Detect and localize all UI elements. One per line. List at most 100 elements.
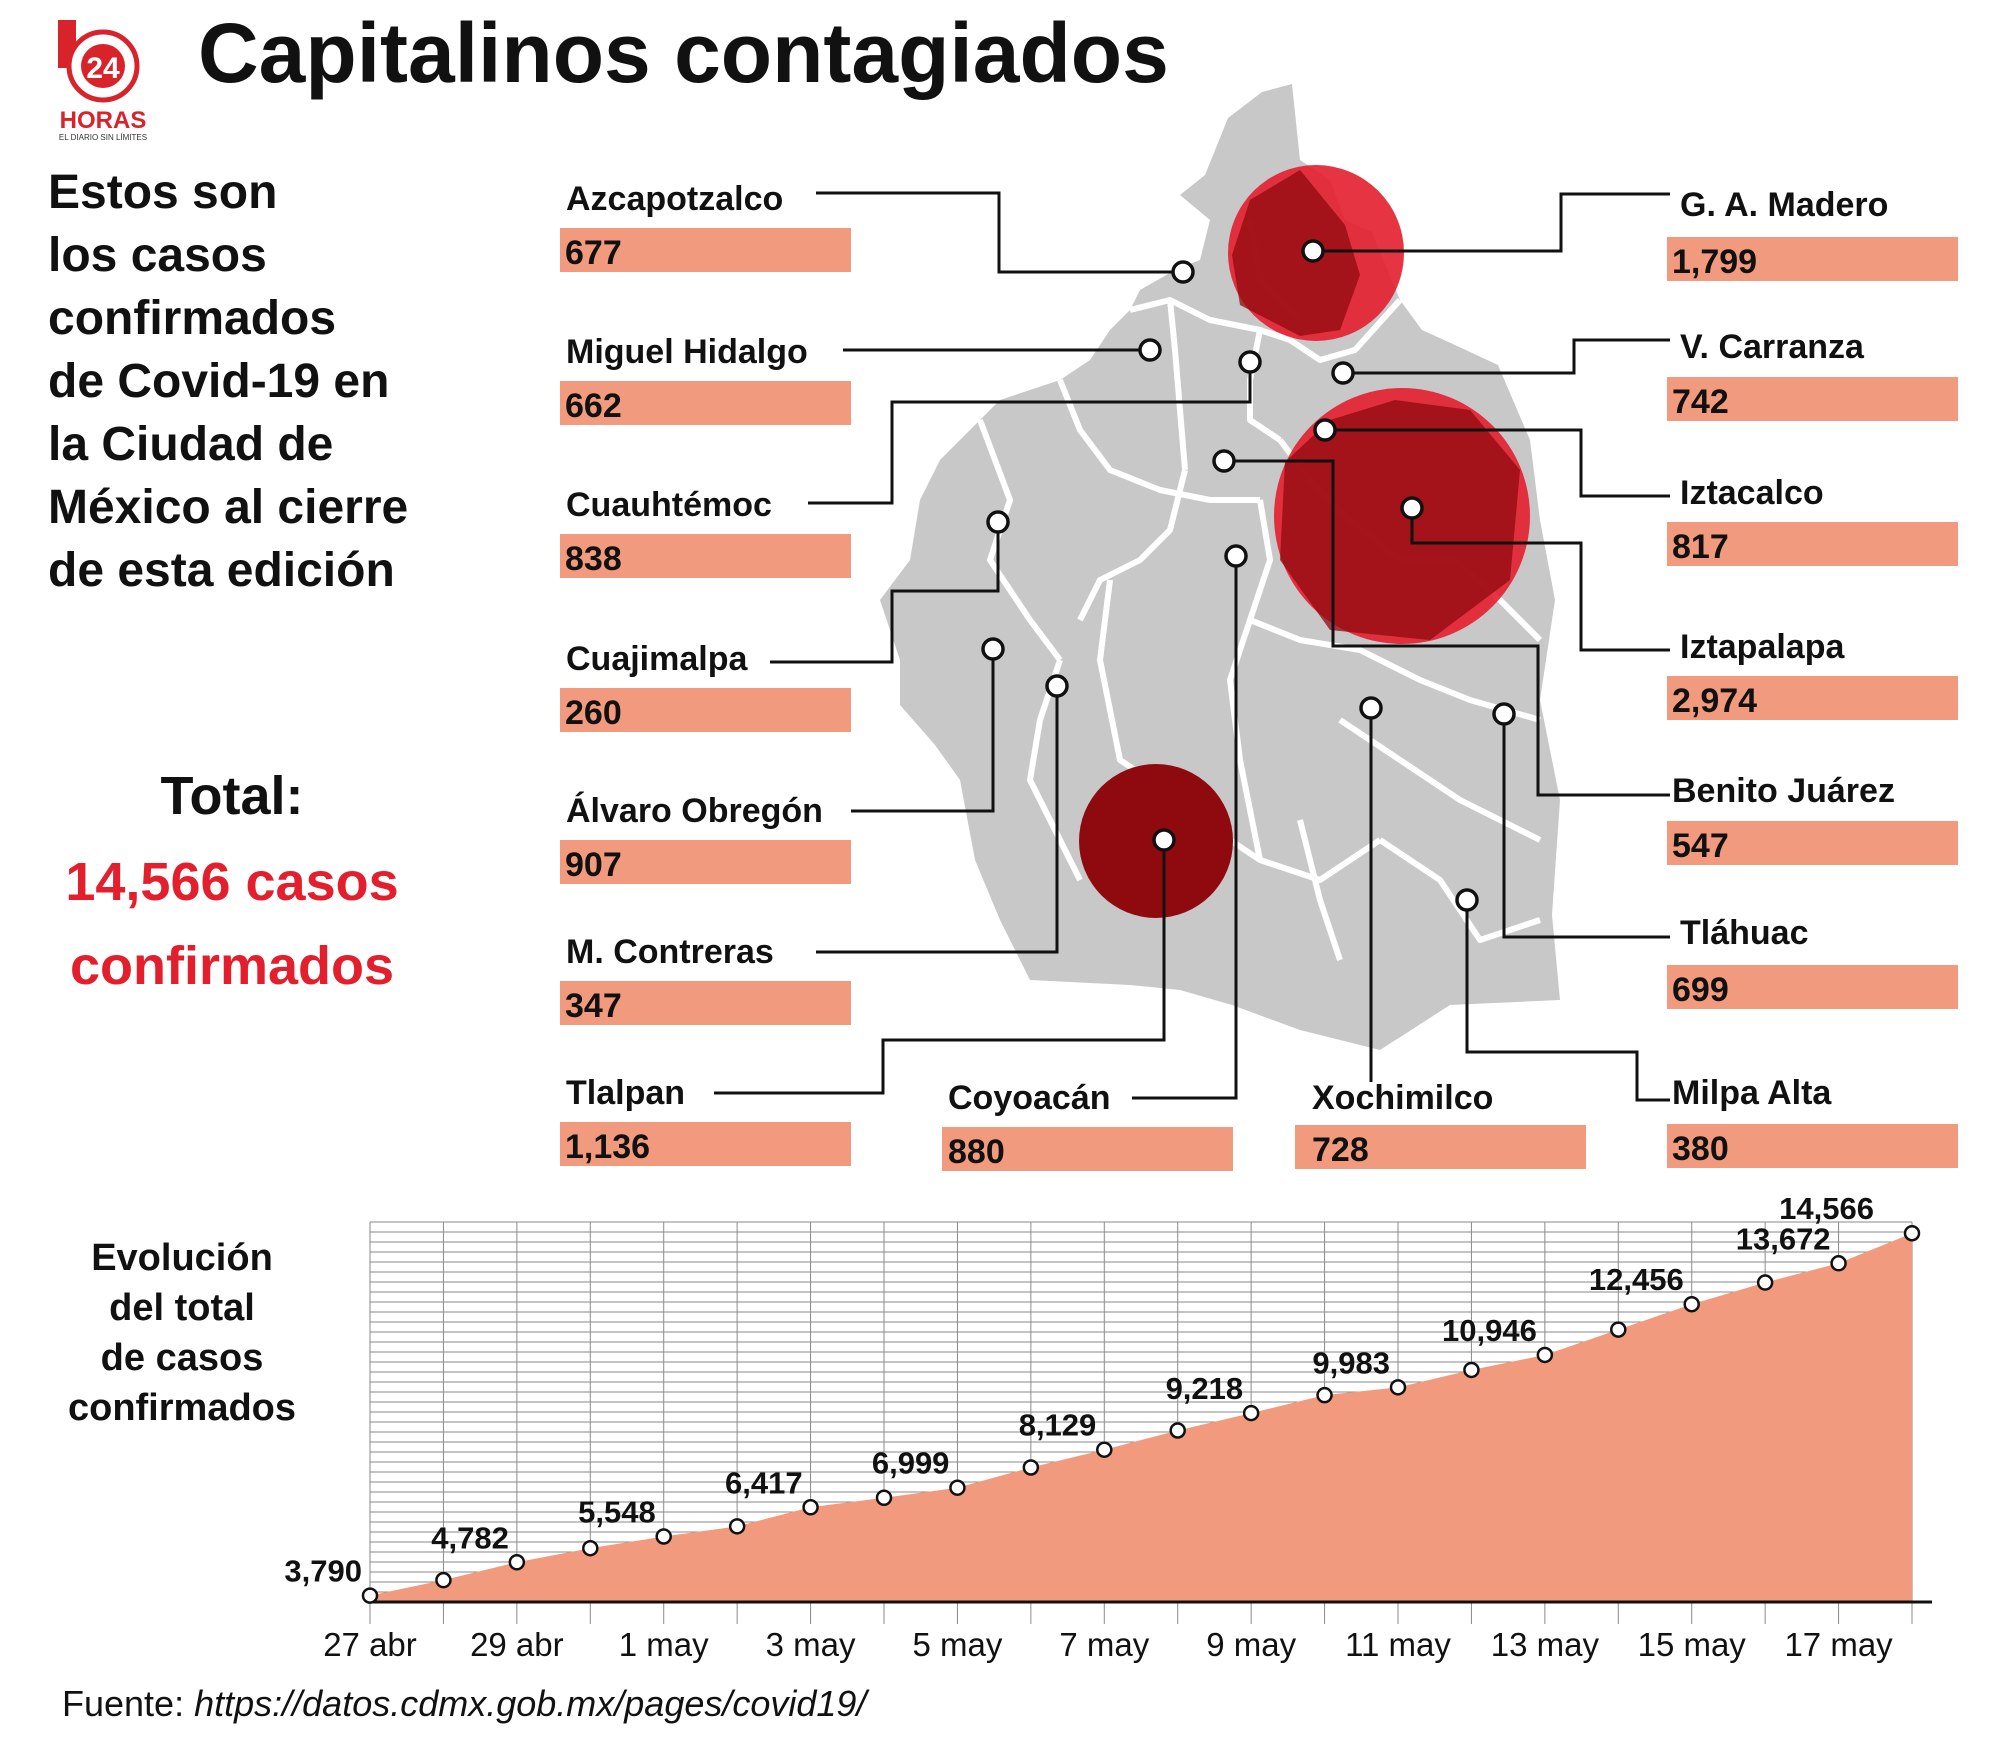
chart-title-line: de casos [101,1337,264,1379]
borough-name: Azcapotzalco [566,180,783,218]
borough-bar [1667,1124,1958,1168]
data-label: 6,417 [725,1465,803,1500]
intro-line: de esta edición [48,544,395,597]
chart-title-line: Evolución [91,1237,273,1279]
borough-name: Cuauhtémoc [566,486,772,524]
x-tick-label: 9 may [1206,1626,1296,1663]
data-point [1903,1224,1921,1242]
total-label: Total: [161,766,304,826]
borough-bar [560,840,851,884]
borough-bar [1667,522,1958,566]
data-point [1756,1274,1774,1291]
intro-line: confirmados [48,292,336,345]
marker-miguel-hidalgo [1138,338,1162,362]
data-point [508,1554,526,1571]
borough-value: 1,799 [1672,243,1757,281]
borough-bar [1667,377,1958,421]
marker-tlahuac [1492,702,1516,726]
marker-iztacalco [1313,418,1337,442]
marker-cuauhtemoc [1238,350,1262,374]
evolution-chart: 3,790 4,782 5,548 6,417 6,999 8,129 9,218 9,983… [284,1191,1932,1663]
borough-benito-juarez: Benito Juárez 547 [1667,772,1958,865]
borough-bar [560,1122,851,1166]
data-point [1169,1422,1186,1439]
borough-name: Tláhuac [1680,914,1808,952]
intro-line: México al cierre [48,481,408,534]
borough-bar [560,981,851,1025]
data-point [1242,1404,1260,1422]
data-label: 6,999 [872,1446,950,1481]
borough-name: V. Carranza [1680,328,1865,366]
borough-iztacalco: Iztacalco 817 [1667,474,1958,566]
borough-name: Milpa Alta [1672,1074,1832,1112]
borough-name: M. Contreras [566,933,774,971]
x-tick-label: 5 may [912,1626,1002,1663]
borough-name: Tlalpan [566,1074,685,1112]
data-label: 12,456 [1589,1262,1684,1297]
borough-xochimilco: Xochimilco 728 [1295,1079,1586,1169]
logo-tagline: EL DIARIO SIN LÍMITES [59,133,147,142]
total-suffix: confirmados [70,936,394,996]
borough-value: 742 [1672,383,1729,421]
marker-xochimilco [1359,696,1383,720]
borough-value: 728 [1312,1131,1369,1169]
borough-value: 662 [565,387,622,425]
borough-bar [560,688,851,732]
logo-number: 24 [86,52,120,85]
x-tick-label: 17 may [1784,1626,1893,1663]
borough-bar [942,1127,1233,1171]
logo: 24 HORAS EL DIARIO SIN LÍMITES [58,20,147,142]
marker-alvaro-obregon [981,637,1005,661]
x-tick-label: 11 may [1345,1626,1451,1663]
data-point [1463,1361,1480,1379]
borough-value: 907 [565,846,622,884]
borough-bar [1667,965,1958,1009]
borough-azcapotzalco: Azcapotzalco 677 [560,180,851,272]
borough-name: Iztacalco [1680,474,1824,512]
marker-milpa-alta [1455,888,1479,912]
data-point [1022,1459,1040,1476]
borough-bar [1667,821,1958,865]
marker-gam [1301,239,1325,263]
borough-miguel-hidalgo: Miguel Hidalgo 662 [560,333,851,425]
borough-value: 347 [565,987,622,1025]
data-point [361,1587,379,1604]
data-point [1316,1386,1333,1404]
borough-name: Benito Juárez [1672,772,1895,810]
source-note: Fuente: https://datos.cdmx.gob.mx/pages/… [62,1683,870,1724]
data-point [1610,1321,1627,1338]
marker-benito-juarez [1212,449,1236,473]
borough-tlahuac: Tláhuac 699 [1667,914,1958,1009]
total-value: 14,566 casos [65,852,398,912]
borough-bar [560,534,851,578]
intro-line: Estos son [48,166,277,219]
borough-alvaro-obregon: Álvaro Obregón 907 [560,792,851,884]
borough-labels: Azcapotzalco 677 Miguel Hidalgo 662 Cuau… [560,180,1958,1171]
data-point [1096,1441,1113,1458]
borough-bar [560,381,851,425]
source-url: https://datos.cdmx.gob.mx/pages/covid19/ [194,1683,870,1724]
x-tick-label: 15 may [1638,1626,1747,1663]
borough-milpa-alta: Milpa Alta 380 [1667,1074,1958,1168]
data-point [1683,1295,1700,1313]
data-label: 8,129 [1019,1408,1097,1443]
data-label: 10,946 [1442,1313,1537,1348]
chart-title-line: del total [109,1287,255,1329]
borough-name: Xochimilco [1312,1079,1493,1117]
borough-m-contreras: M. Contreras 347 [560,933,851,1025]
x-tick-label: 3 may [766,1626,856,1663]
marker-cuajimalpa [986,510,1010,534]
leader-lines [714,191,1670,1102]
borough-value: 2,974 [1672,682,1757,720]
borough-name: Álvaro Obregón [566,792,823,830]
chart-title: Evolución del total de casos confirmados [68,1237,296,1429]
borough-tlalpan: Tlalpan 1,136 [560,1074,851,1166]
data-point [1389,1379,1407,1396]
chart-title-line: confirmados [68,1387,296,1429]
borough-value: 880 [948,1133,1005,1171]
borough-name: Coyoacán [948,1079,1111,1117]
borough-bar [1295,1125,1586,1169]
borough-value: 677 [565,234,622,272]
data-label: 3,790 [284,1554,362,1589]
data-point [582,1539,599,1557]
